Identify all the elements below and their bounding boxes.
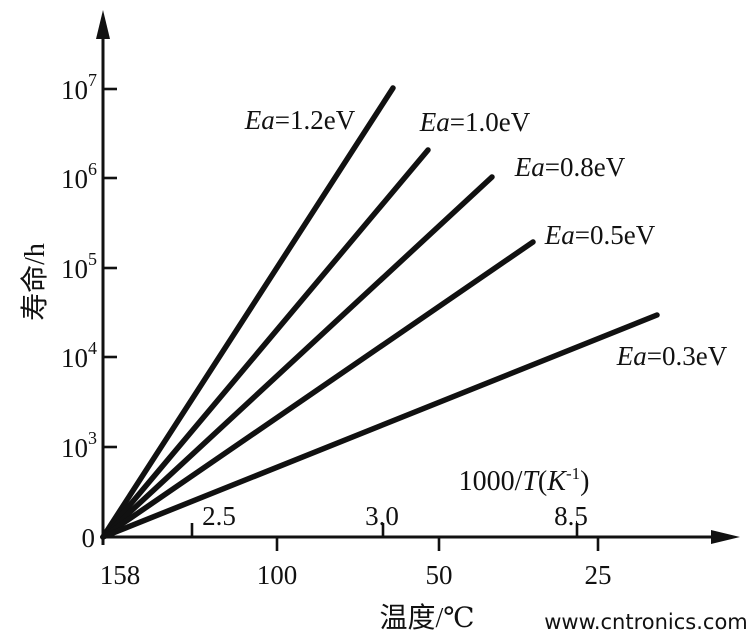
temperature-x-axis-ticks: 158 100 50 25 xyxy=(100,537,612,590)
y-tick-label: 103 xyxy=(61,428,97,463)
y-axis-arrow-icon xyxy=(96,10,110,39)
y-tick-label: 104 xyxy=(61,338,97,373)
y-axis-title: 寿命/h xyxy=(19,243,51,321)
y-tick-label: 107 xyxy=(61,70,97,105)
series-label-Ea=1.2eV: Ea=1.2eV xyxy=(244,105,356,135)
secondary-x-axis-title: 1000/T(K-1) xyxy=(459,464,590,497)
temperature-x-tick-label: 100 xyxy=(257,560,298,590)
secondary-x-tick-label: 2.5 xyxy=(202,501,236,531)
data-line-Ea=0.3eV xyxy=(100,312,660,540)
data-lines xyxy=(100,85,660,540)
data-line-Ea=1.2eV xyxy=(100,85,396,540)
data-line-Ea=1.0eV xyxy=(100,147,431,540)
series-labels: Ea=1.2eV Ea=1.0eV Ea=0.8eV Ea=0.5eV Ea=0.3eV xyxy=(244,105,728,371)
secondary-x-tick-label: 8.5 xyxy=(554,501,588,531)
data-line-Ea=0.8eV xyxy=(100,174,495,540)
secondary-x-axis-ticks: 2.5 3.0 8.5 xyxy=(190,501,588,537)
series-label-Ea=0.3eV: Ea=0.3eV xyxy=(616,341,728,371)
temperature-x-tick-label: 25 xyxy=(585,560,612,590)
series-label-Ea=0.8eV: Ea=0.8eV xyxy=(514,152,626,182)
y-tick-label: 106 xyxy=(61,159,97,194)
watermark: www.cntronics.com xyxy=(544,610,747,634)
series-label-Ea=1.0eV: Ea=1.0eV xyxy=(419,107,531,137)
temperature-x-tick-label: 158 xyxy=(100,560,141,590)
x-axis-title: 温度/℃ xyxy=(379,602,474,634)
y-tick-label: 105 xyxy=(61,249,97,284)
x-axis-arrow-icon xyxy=(711,530,740,544)
y-axis-ticks: 107 106 105 104 103 xyxy=(61,70,117,463)
secondary-x-tick-label: 3.0 xyxy=(365,501,399,531)
data-line-Ea=0.5eV xyxy=(100,239,536,540)
series-label-Ea=0.5eV: Ea=0.5eV xyxy=(544,220,656,250)
temperature-x-tick-label: 50 xyxy=(426,560,453,590)
origin-label: 0 xyxy=(82,523,96,553)
